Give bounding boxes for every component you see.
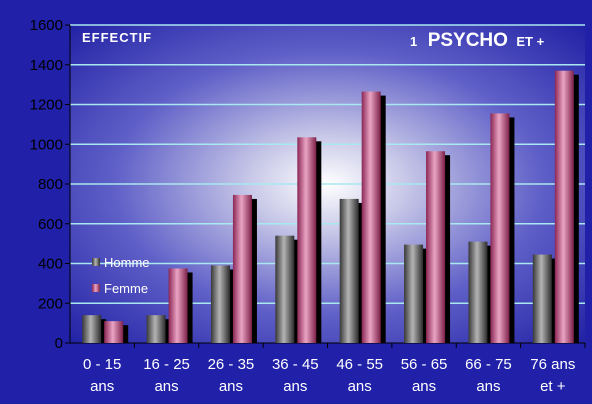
bar-femme [168,268,188,343]
x-tick-label: 46 - 55 [336,356,383,373]
chart-title-main: PSYCHO [428,30,508,51]
bar-homme-shadow [164,319,171,343]
bar-homme-shadow [293,239,300,343]
bar-femme-shadow [379,95,386,343]
bar-femme-shadow [444,155,451,343]
x-tick-label: 76 ans [530,356,575,373]
x-axis-labels: 0 - 15 ans 16 - 25 ans 26 - 35 ans 36 - 45 ans 4… [83,343,586,395]
bar-femme [104,321,124,343]
bar-femme [554,70,574,344]
bar-homme-shadow [550,258,557,343]
bar-homme-shadow [100,319,107,343]
x-tick-label: ans [283,378,307,395]
bar-femme-shadow [250,198,257,343]
legend-swatch-femme [92,284,100,292]
y-tick-label: 400 [38,256,63,273]
bar-femme-shadow [508,117,515,343]
bar-femme-shadow [315,141,322,343]
bar-homme [275,235,295,343]
bar-femme [426,151,446,343]
x-tick-label: ans [154,378,178,395]
y-tick-label: 800 [38,176,63,193]
x-tick-label: ans [219,378,243,395]
x-tick-label: et + [540,378,566,395]
bar-homme-shadow [422,248,429,343]
bar-femme [490,113,510,343]
x-tick-label: ans [348,378,372,395]
legend-label-homme: Homme [104,255,150,270]
bar-homme [532,254,552,343]
bar-femme [297,137,317,343]
legend-swatch-homme [92,258,100,266]
chart-title: 1 PSYCHO ET + [410,30,545,51]
bars [82,70,579,344]
x-tick-label: ans [412,378,436,395]
y-tick-label: 1200 [30,97,63,114]
x-tick-label: ans [476,378,500,395]
bar-femme-shadow [186,272,193,343]
x-tick-label: 0 - 15 [83,356,121,373]
bar-femme-shadow [122,325,129,343]
x-tick-label: ans [90,378,114,395]
y-tick-label: 1600 [30,17,63,34]
bar-homme [339,198,359,343]
y-tick-label: 0 [55,335,63,352]
y-tick-label: 200 [38,295,63,312]
bar-femme [232,194,252,343]
y-tick-label: 1400 [30,57,63,74]
bar-femme [361,91,381,343]
x-tick-label: 66 - 75 [465,356,512,373]
bar-homme [82,315,102,343]
chart-title-suffix: ET + [516,34,544,49]
y-tick-label: 600 [38,216,63,233]
bar-homme [146,315,166,343]
bar-homme-shadow [228,269,235,343]
x-tick-label: 26 - 35 [208,356,255,373]
x-tick-label: 16 - 25 [143,356,190,373]
bar-femme-shadow [572,74,579,344]
bar-homme-shadow [357,202,364,343]
x-tick-label: 56 - 65 [401,356,448,373]
y-tick-label: 1000 [30,136,63,153]
bar-homme [468,241,488,343]
chart-title-prefix: 1 [410,34,417,49]
bar-homme-shadow [486,245,493,343]
bar-homme [210,265,230,343]
x-tick-label: 36 - 45 [272,356,319,373]
y-axis-title: EFFECTIF [82,30,152,45]
legend-label-femme: Femme [104,281,148,296]
legend: Homme Femme [92,255,150,296]
bar-homme [404,244,424,343]
